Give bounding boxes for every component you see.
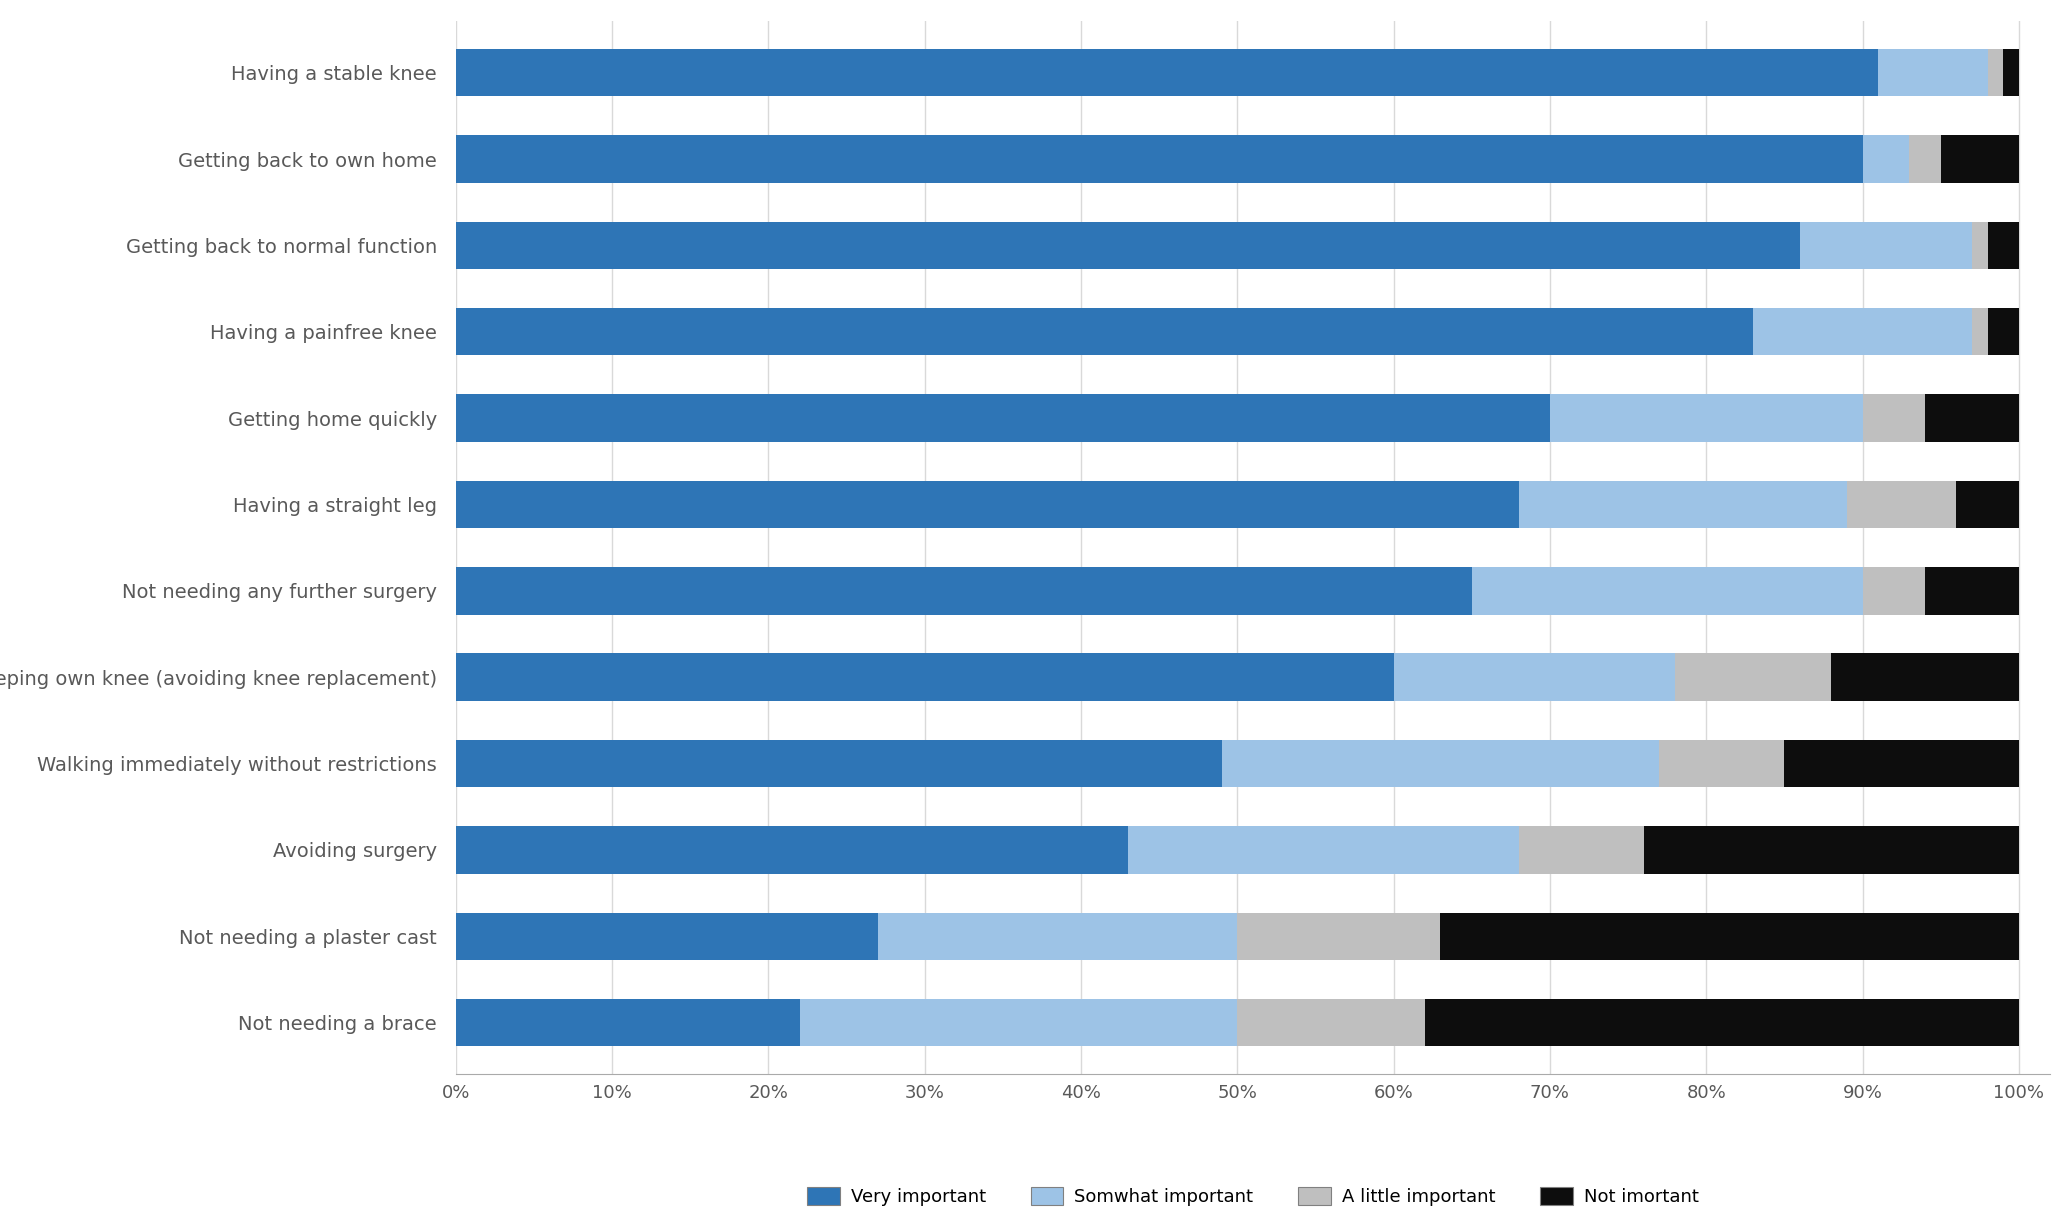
Bar [1236,999,1425,1046]
Bar [1972,308,1988,355]
Bar [1878,49,1988,96]
Bar [1644,827,2019,874]
Bar [456,653,1394,701]
Bar [456,49,1878,96]
Bar [1988,308,2019,355]
Bar [1394,653,1675,701]
Bar [456,136,1862,183]
Bar [1941,136,2019,183]
Bar [1972,222,1988,269]
Bar [456,827,1129,874]
Bar [456,740,1222,788]
Bar [1425,999,2019,1046]
Bar [1129,827,1518,874]
Bar [1441,912,2019,960]
Bar [1659,740,1785,788]
Bar [456,912,878,960]
Bar [1549,394,1862,442]
Bar [1785,740,2019,788]
Bar [1236,912,1441,960]
Bar [1862,567,1926,614]
Bar [456,394,1549,442]
Bar [456,567,1472,614]
Bar [456,481,1518,529]
Bar [1926,567,2019,614]
Bar [1909,136,1941,183]
Bar [1862,394,1926,442]
Bar [799,999,1236,1046]
Bar [1988,222,2019,269]
Bar [456,222,1800,269]
Bar [1518,481,1847,529]
Bar [1675,653,1831,701]
Bar [1862,136,1909,183]
Bar [1957,481,2019,529]
Bar [1926,394,2019,442]
Bar [1847,481,1957,529]
Bar [1472,567,1862,614]
Bar [1518,827,1644,874]
Bar [1754,308,1972,355]
Bar [1831,653,2019,701]
Bar [878,912,1236,960]
Bar [456,308,1754,355]
Legend: Very important, Somwhat important, A little important, Not imortant: Very important, Somwhat important, A lit… [797,1178,1709,1215]
Bar [1800,222,1972,269]
Bar [1988,49,2003,96]
Bar [1222,740,1659,788]
Bar [2003,49,2019,96]
Bar [456,999,799,1046]
